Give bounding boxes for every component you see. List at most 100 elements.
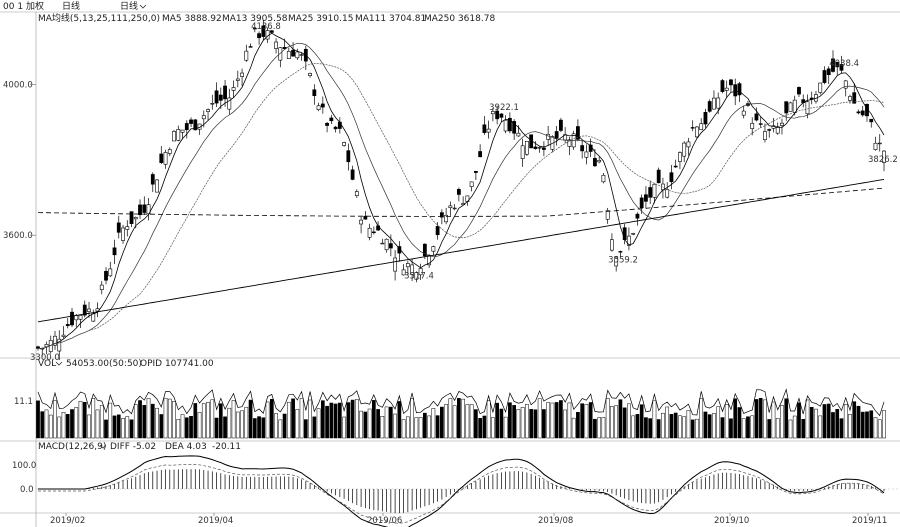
volume-bar[interactable] xyxy=(44,409,49,439)
candle-body[interactable] xyxy=(507,117,512,132)
candle-body[interactable] xyxy=(439,212,444,218)
volume-bar[interactable] xyxy=(465,404,470,439)
candle-body[interactable] xyxy=(189,119,193,124)
candle-body[interactable] xyxy=(860,110,865,116)
candle-body[interactable] xyxy=(733,84,738,97)
volume-bar[interactable] xyxy=(367,408,372,439)
volume-bar[interactable] xyxy=(299,398,304,439)
volume-bar[interactable] xyxy=(780,405,784,439)
candle-body[interactable] xyxy=(350,169,355,180)
volume-bar[interactable] xyxy=(848,413,852,439)
volume-bar[interactable] xyxy=(639,404,644,439)
candle-body[interactable] xyxy=(618,251,623,253)
volume-bar[interactable] xyxy=(461,398,465,439)
volume-bar[interactable] xyxy=(257,416,261,439)
volume-bar[interactable] xyxy=(129,419,134,439)
volume-bar[interactable] xyxy=(116,414,121,439)
candle-body[interactable] xyxy=(703,111,708,125)
volume-bar[interactable] xyxy=(877,419,882,439)
volume-bar[interactable] xyxy=(303,419,308,439)
volume-bar[interactable] xyxy=(380,416,385,439)
candle-body[interactable] xyxy=(380,242,385,245)
candle-body[interactable] xyxy=(716,97,721,109)
candle-body[interactable] xyxy=(121,227,125,241)
volume-bar[interactable] xyxy=(167,398,172,439)
volume-bar[interactable] xyxy=(678,415,682,439)
volume-bar[interactable] xyxy=(223,416,227,439)
volume-bar[interactable] xyxy=(36,400,40,439)
candle-body[interactable] xyxy=(852,92,857,104)
candle-body[interactable] xyxy=(155,179,159,193)
volume-bar[interactable] xyxy=(78,401,83,439)
candle-body[interactable] xyxy=(116,222,121,233)
candle-body[interactable] xyxy=(444,214,449,223)
volume-bar[interactable] xyxy=(286,401,291,439)
candle-body[interactable] xyxy=(53,335,57,346)
candle-body[interactable] xyxy=(210,103,215,105)
volume-bar[interactable] xyxy=(452,405,457,439)
vol-label[interactable]: VOL xyxy=(38,359,56,369)
volume-bar[interactable] xyxy=(571,417,576,439)
candle-body[interactable] xyxy=(108,268,113,277)
volume-bar[interactable] xyxy=(337,402,342,439)
volume-bar[interactable] xyxy=(882,410,886,439)
candle-body[interactable] xyxy=(176,129,181,141)
candle-body[interactable] xyxy=(673,165,678,168)
volume-bar[interactable] xyxy=(197,412,202,439)
volume-bar[interactable] xyxy=(218,403,223,439)
volume-bar[interactable] xyxy=(342,416,346,439)
volume-bar[interactable] xyxy=(155,407,159,439)
volume-bar[interactable] xyxy=(605,398,610,439)
volume-bar[interactable] xyxy=(614,405,619,439)
volume-bar[interactable] xyxy=(252,418,257,439)
volume-bar[interactable] xyxy=(495,402,499,439)
candle-body[interactable] xyxy=(580,145,585,152)
candle-body[interactable] xyxy=(712,97,716,110)
candle-body[interactable] xyxy=(227,97,232,110)
candle-body[interactable] xyxy=(656,169,661,184)
candle-body[interactable] xyxy=(235,78,240,81)
volume-bar[interactable] xyxy=(397,401,402,439)
candle-body[interactable] xyxy=(482,124,487,133)
candle-body[interactable] xyxy=(261,25,266,37)
volume-bar[interactable] xyxy=(414,417,419,439)
volume-bar[interactable] xyxy=(214,417,219,439)
candle-body[interactable] xyxy=(780,122,784,126)
candle-body[interactable] xyxy=(490,111,495,115)
candle-body[interactable] xyxy=(495,110,500,120)
volume-bar[interactable] xyxy=(48,414,53,439)
volume-bar[interactable] xyxy=(703,411,708,439)
chevron-down-icon[interactable] xyxy=(139,4,147,9)
volume-bar[interactable] xyxy=(244,406,249,439)
volume-bar[interactable] xyxy=(87,414,91,439)
volume-bar[interactable] xyxy=(512,405,516,439)
volume-bar[interactable] xyxy=(231,400,236,439)
volume-bar[interactable] xyxy=(610,406,614,439)
candle-body[interactable] xyxy=(882,150,886,163)
volume-bar[interactable] xyxy=(418,417,423,439)
volume-bar[interactable] xyxy=(576,411,580,439)
candle-body[interactable] xyxy=(754,113,759,121)
candle-body[interactable] xyxy=(614,256,619,267)
volume-bar[interactable] xyxy=(627,403,631,439)
volume-bar[interactable] xyxy=(104,419,108,439)
candle-body[interactable] xyxy=(70,311,74,326)
candle-body[interactable] xyxy=(456,189,461,195)
volume-bar[interactable] xyxy=(333,403,338,439)
candle-body[interactable] xyxy=(308,73,312,76)
volume-bar[interactable] xyxy=(227,407,232,439)
candle-body[interactable] xyxy=(410,264,415,275)
volume-bar[interactable] xyxy=(401,419,406,439)
candle-body[interactable] xyxy=(763,131,767,141)
volume-bar[interactable] xyxy=(797,402,801,439)
volume-bar[interactable] xyxy=(406,416,410,439)
volume-bar[interactable] xyxy=(699,398,704,439)
volume-bar[interactable] xyxy=(444,404,448,439)
candle-body[interactable] xyxy=(388,243,393,249)
candle-body[interactable] xyxy=(435,226,440,236)
ma-param-label[interactable]: MA均线(5,13,25,111,250,0) xyxy=(38,12,160,24)
volume-bar[interactable] xyxy=(499,408,504,439)
candle-body[interactable] xyxy=(682,142,687,157)
volume-bar[interactable] xyxy=(189,415,193,439)
